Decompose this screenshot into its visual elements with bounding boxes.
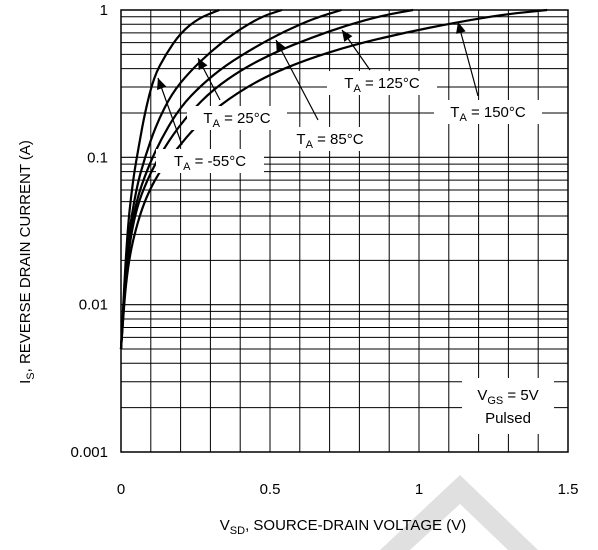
x-tick-label: 1: [415, 481, 423, 498]
annotation-arrowhead: [456, 22, 466, 34]
annotations: TA = -55°C TA = 25°C TA = 85°C TA = 125°C TA…: [156, 21, 542, 173]
x-tick-labels: 0 0.5 1 1.5: [117, 481, 579, 498]
y-tick-label: 0.1: [87, 149, 108, 166]
annotation-leader: [157, 77, 183, 146]
series-line-4: [119, 8, 548, 350]
y-tick-label: 0.001: [70, 444, 108, 461]
annotation-arrowhead: [342, 30, 353, 42]
annotation-label: TA = 125°C: [327, 29, 437, 95]
y-tick-label: 0.01: [79, 297, 108, 314]
annotation-leader: [275, 39, 319, 121]
x-tick-label: 0.5: [260, 481, 281, 498]
svg-text:TA = 150°C: TA = 150°C: [450, 104, 526, 124]
condition-pulsed: Pulsed: [485, 410, 531, 427]
y-tick-label: 1: [100, 2, 108, 19]
svg-text:TA = 85°C: TA = 85°C: [296, 131, 363, 151]
condition-box: VGS = 5V Pulsed: [462, 378, 554, 434]
annotation-arrowhead: [276, 40, 286, 53]
y-axis-title: IS, REVERSE DRAIN CURRENT (A): [17, 140, 37, 384]
annotation-label: TA = 150°C: [434, 21, 542, 124]
x-axis-title: VSD, SOURCE-DRAIN VOLTAGE (V): [220, 517, 466, 537]
annotation-label: TA = 25°C: [187, 57, 287, 130]
series-line-2: [119, 8, 342, 350]
series-curves: [119, 8, 548, 350]
annotation-leader: [457, 21, 479, 97]
annotation-arrowhead: [198, 58, 208, 71]
annotation-arrowhead: [157, 78, 167, 91]
series-line-3: [119, 8, 414, 350]
x-tick-label: 1.5: [558, 481, 579, 498]
svg-text:TA = -55°C: TA = -55°C: [174, 153, 246, 173]
x-tick-label: 0: [117, 481, 125, 498]
series-line-0: [119, 8, 220, 350]
annotation-label: TA = -55°C: [156, 77, 264, 173]
condition-vgs: VGS = 5V: [477, 387, 538, 407]
plot-frame: [120, 9, 569, 453]
svg-text:TA = 125°C: TA = 125°C: [344, 75, 420, 95]
y-tick-labels: 0.001 0.01 0.1 1: [70, 2, 108, 461]
svg-text:TA = 25°C: TA = 25°C: [203, 110, 270, 130]
annotation-label: TA = 85°C: [275, 39, 379, 151]
